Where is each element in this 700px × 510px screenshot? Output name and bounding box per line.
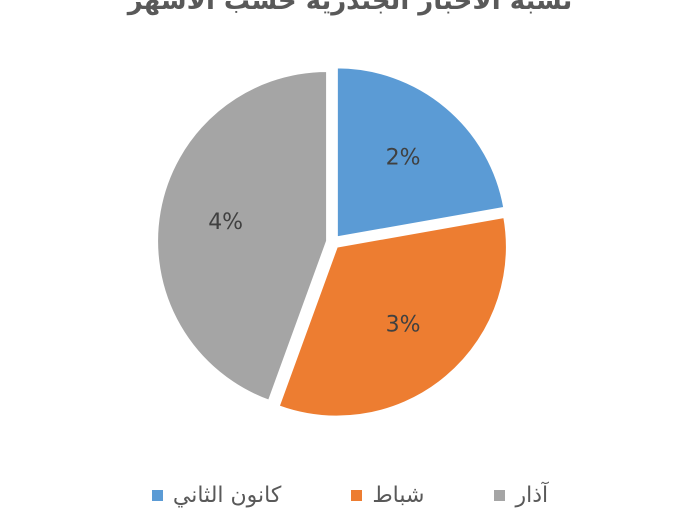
pie-slice-3	[156, 69, 329, 402]
pie-slice-1	[335, 66, 506, 239]
legend-item-1: كانون الثاني	[151, 480, 282, 510]
slice-label-3: 4%	[208, 210, 243, 235]
slice-label-1: 2%	[386, 146, 421, 171]
legend-item-3: آذار	[494, 480, 548, 510]
legend-label-1: كانون الثاني	[172, 482, 282, 508]
legend-item-2: شباط	[351, 480, 424, 510]
slice-label-2: 3%	[386, 312, 421, 337]
pie-slice-2	[277, 215, 508, 418]
legend-swatch-2	[351, 489, 363, 501]
legend-label-3: آذار	[515, 482, 549, 508]
legend-swatch-1	[151, 489, 163, 501]
legend: كانون الثاني شباط آذار	[0, 480, 700, 510]
chart-title: نسبة الأخبار الجندرية حسب الأشهر	[127, 0, 573, 16]
legend-label-2: شباط	[372, 482, 425, 508]
legend-swatch-3	[494, 489, 506, 501]
